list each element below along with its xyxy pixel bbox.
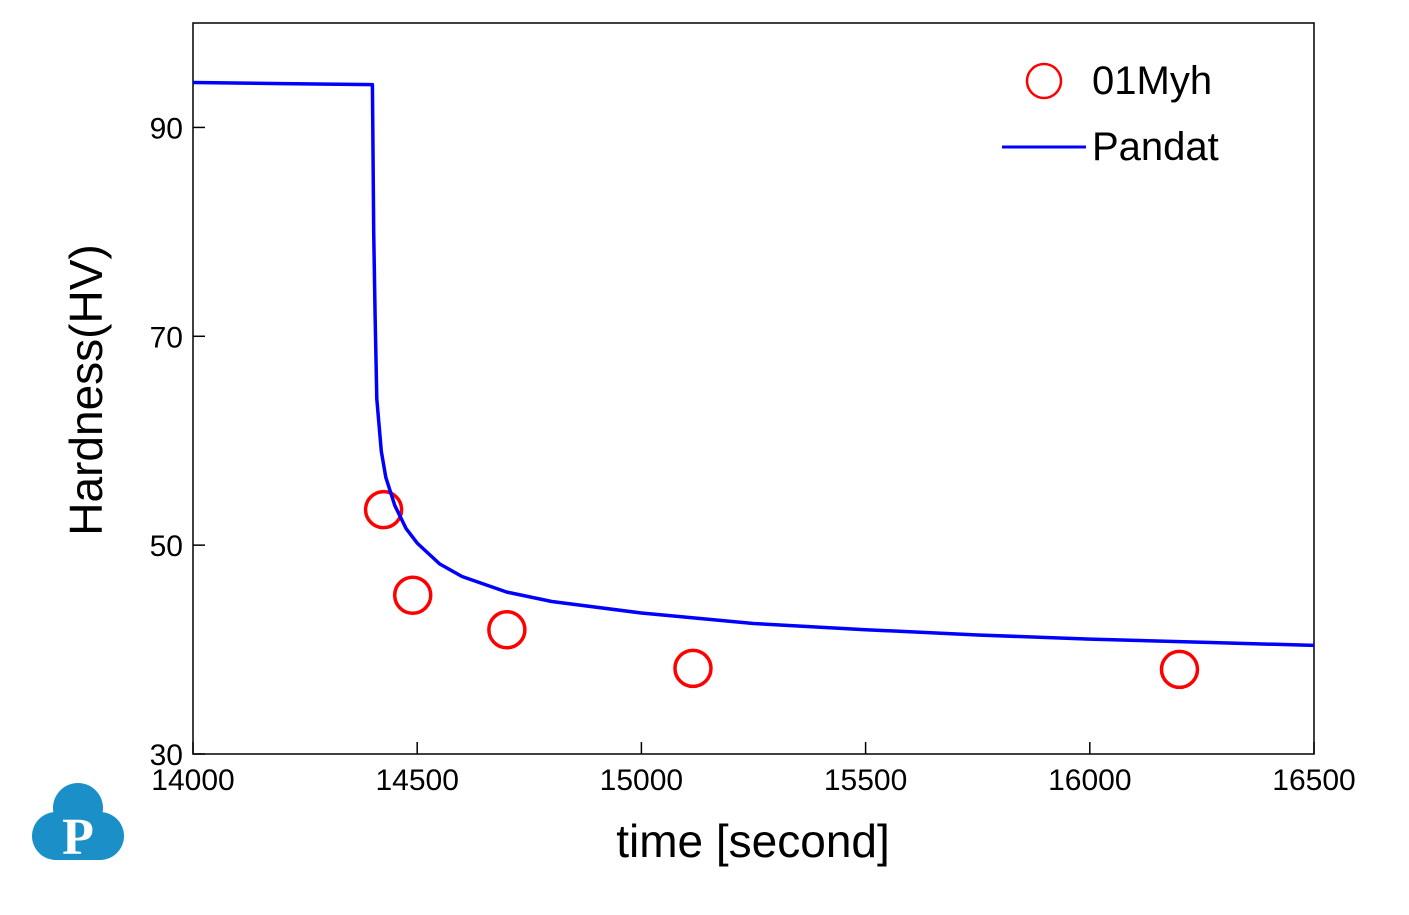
y-tick-label: 90 [150, 112, 183, 145]
logo-base [56, 810, 100, 860]
legend: 01Myh Pandat [1002, 59, 1219, 169]
x-tick-label: 16000 [1048, 764, 1131, 797]
x-tick-label: 14500 [375, 764, 458, 797]
data-point-01myh [673, 648, 713, 689]
x-tick-label: 15500 [824, 764, 907, 797]
pandat-logo: P [32, 783, 124, 866]
series-line-pandat [192, 80, 1315, 648]
legend-label-01myh: 01Myh [1092, 59, 1212, 103]
x-axis-ticks: 14000 14500 15000 15500 16000 16500 [151, 742, 1356, 797]
legend-marker-01myh [1025, 62, 1063, 100]
x-tick-label: 14000 [151, 764, 234, 797]
x-tick-label: 15000 [600, 764, 683, 797]
logo-letter: P [62, 809, 94, 866]
data-point-01myh [487, 609, 527, 650]
series-layer [192, 80, 1315, 690]
y-tick-label: 30 [150, 739, 183, 772]
legend-label-pandat: Pandat [1092, 125, 1219, 169]
data-point-01myh [392, 575, 433, 616]
data-point-01myh [363, 489, 404, 530]
x-tick-label: 16500 [1272, 764, 1355, 797]
y-axis-label: Hardness(HV) [60, 244, 112, 535]
y-axis-ticks: 30 50 70 90 [150, 112, 205, 772]
data-point-01myh [1159, 649, 1200, 690]
x-axis-label: time [second] [616, 815, 890, 867]
y-tick-label: 50 [150, 530, 183, 563]
y-tick-label: 70 [150, 321, 183, 354]
plot-frame [192, 22, 1315, 755]
